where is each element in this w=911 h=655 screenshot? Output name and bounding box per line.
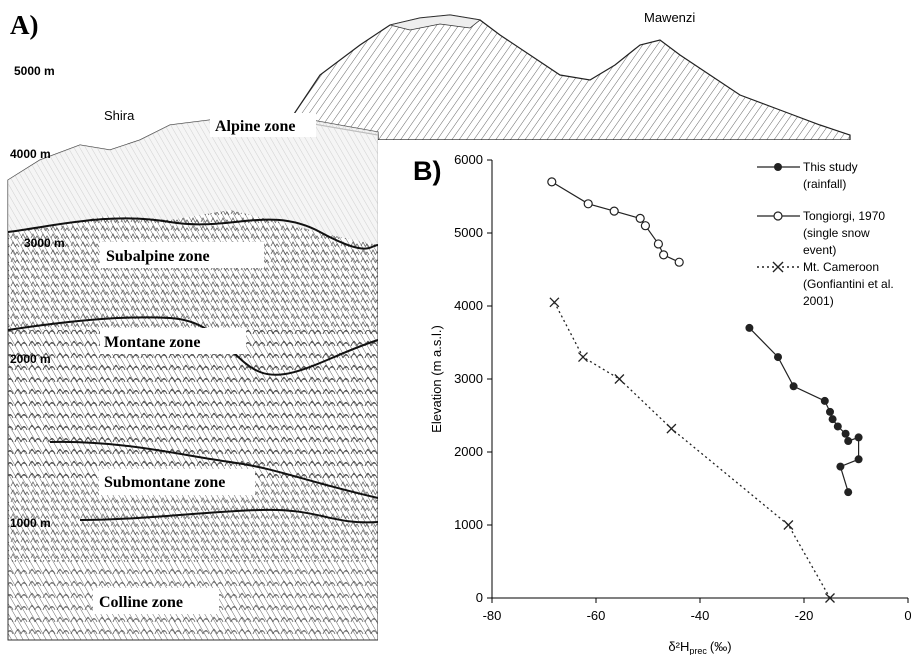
legend-marker-cross [772,261,784,273]
kibo-mawenzi-massif [288,14,851,141]
series-line-2 [553,301,831,599]
x-axis-label-unit: (‰) [710,639,732,654]
elevation-label-2000: 2000 m [10,352,51,366]
data-point [774,353,782,362]
y-tick-label: 3000 [454,371,483,386]
data-point [614,374,625,384]
data-point [826,407,834,416]
x-tick-label: -60 [587,608,606,623]
x-tick-label: -40 [691,608,710,623]
panel-a-label: A) [10,10,39,40]
data-point [745,323,754,332]
data-point [844,488,853,497]
x-tick-label: -20 [795,608,814,623]
zone-label-colline: Colline zone [99,594,183,611]
data-point [635,213,645,223]
zone-label-subalpine: Subalpine zone [106,248,210,265]
panel-b: B) 0 1000 2000 3000 4000 5000 6000 -80 -60 -40 -20… [413,152,911,655]
x-axis-label: δ²Hprec (‰) [668,639,731,655]
data-point [854,455,863,464]
data-point [583,199,593,209]
panel-a: A) 5000 m 4000 m 3000 m 2000 m 1000 m Sh… [7,10,851,641]
data-point [833,422,842,431]
y-tick-label: 5000 [454,225,483,240]
y-axis-label: Elevation (m a.s.l.) [429,325,444,433]
data-point [854,433,863,442]
legend-entry-mt-cameroon: Mt. Cameroon (Gonfiantini et al. 2001) [803,260,897,308]
elevation-label-1000: 1000 m [10,516,51,530]
data-point [828,415,837,424]
data-point [547,177,557,187]
data-point [783,520,794,530]
y-tick-label: 1000 [454,517,483,532]
x-axis-label-sub: prec [689,646,707,655]
zone-label-alpine: Alpine zone [215,118,295,135]
x-tick-label: 0 [904,608,911,623]
plot-area: 0 1000 2000 3000 4000 5000 6000 -80 -60 -40 -20 0 [454,152,911,623]
data-point [836,462,845,471]
legend-marker-filled-circle [774,163,782,171]
data-point [789,382,798,391]
x-tick-label: -80 [483,608,502,623]
legend-marker-open-circle [773,211,783,221]
data-point [658,250,669,260]
elevation-label-5000: 5000 m [14,64,55,78]
elevation-label-4000: 4000 m [10,147,51,161]
x-axis-label-main: δ²H [668,639,689,654]
data-point [653,239,664,249]
data-point [640,221,651,231]
zone-label-montane: Montane zone [104,334,200,351]
y-tick-label: 0 [476,590,483,605]
data-point [578,352,588,363]
data-point [825,593,835,603]
elevation-label-3000: 3000 m [24,236,65,250]
peak-label-mawenzi: Mawenzi [644,10,695,25]
data-point [549,297,560,308]
legend: This study (rainfall) Tongiorgi, 1970 (s… [757,160,897,308]
data-point [666,423,677,434]
panel-b-label: B) [413,156,442,186]
data-point [609,206,619,216]
data-point [820,396,829,405]
data-point [844,437,853,446]
peak-label-shira: Shira [104,108,135,123]
zone-label-submontane: Submontane zone [104,474,225,491]
y-tick-label: 4000 [454,298,483,313]
legend-entry-tongiorgi: Tongiorgi, 1970 (single snow event) [803,209,888,257]
y-tick-label: 2000 [454,444,483,459]
data-point [841,429,850,438]
legend-entry-this-study: This study (rainfall) [803,160,861,191]
y-tick-label: 6000 [454,152,483,167]
data-point [674,257,684,267]
